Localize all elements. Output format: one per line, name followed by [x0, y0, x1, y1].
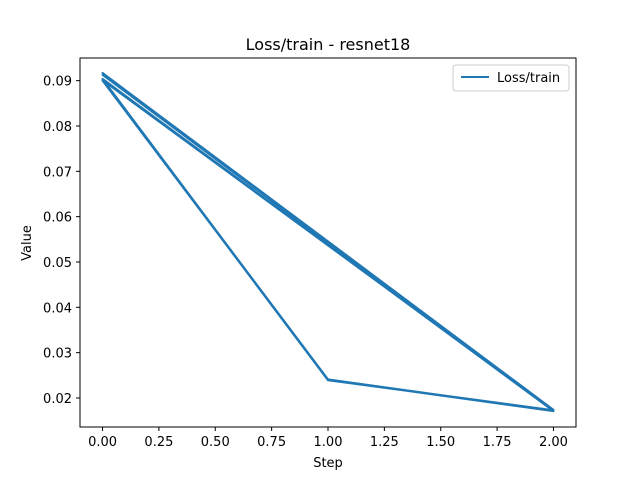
series-line-0 — [101, 71, 555, 413]
x-axis: 0.00 0.25 0.50 0.75 1.00 1.25 1.50 1.75 2.00 — [88, 427, 568, 450]
y-tick-label: 0.07 — [43, 165, 72, 180]
legend-label: Loss/train — [497, 71, 560, 86]
x-tick-label: 1.50 — [426, 435, 455, 450]
x-tick-label: 1.00 — [314, 435, 343, 450]
plot-area — [101, 71, 555, 413]
legend-frame — [452, 64, 570, 92]
x-tick-label: 0.00 — [88, 435, 117, 450]
y-axis: 0.02 0.03 0.04 0.05 0.06 0.07 0.08 0.09 — [43, 75, 80, 407]
y-tick-label: 0.06 — [43, 211, 72, 226]
x-tick-label: 0.50 — [201, 435, 230, 450]
legend: Loss/train — [452, 64, 570, 92]
y-tick-label: 0.09 — [43, 75, 72, 90]
x-axis-label: Step — [313, 456, 343, 471]
x-tick-label: 0.25 — [144, 435, 173, 450]
chart-title: Loss/train - resnet18 — [246, 35, 411, 54]
y-axis-label: Value — [20, 225, 35, 261]
y-tick-label: 0.02 — [43, 392, 72, 407]
x-tick-label: 2.00 — [539, 435, 568, 450]
x-tick-label: 1.75 — [483, 435, 512, 450]
y-tick-label: 0.03 — [43, 347, 72, 362]
x-tick-label: 0.75 — [257, 435, 286, 450]
y-tick-label: 0.08 — [43, 120, 72, 135]
x-tick-label: 1.25 — [370, 435, 399, 450]
y-tick-label: 0.04 — [43, 301, 72, 316]
y-tick-label: 0.05 — [43, 256, 72, 271]
